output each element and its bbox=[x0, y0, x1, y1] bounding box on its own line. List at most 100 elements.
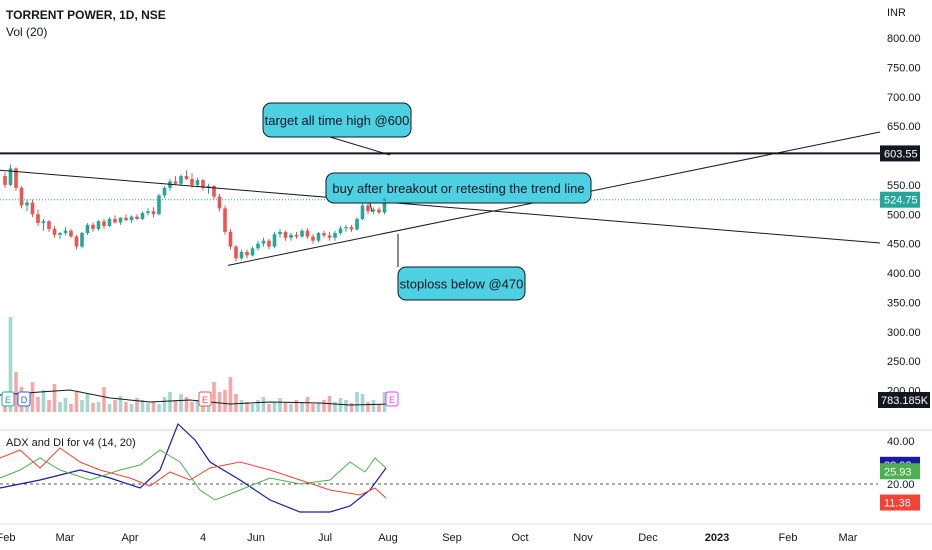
candle-body bbox=[349, 227, 354, 230]
volume-bar bbox=[333, 402, 337, 412]
volume-bar bbox=[91, 403, 95, 412]
candle-body bbox=[162, 187, 167, 196]
volume-bar bbox=[168, 392, 172, 412]
volume-bar bbox=[344, 400, 348, 412]
volume-bar bbox=[179, 394, 183, 412]
volume-bar bbox=[107, 404, 112, 412]
volume-bar bbox=[58, 402, 62, 412]
time-tick-label: 4 bbox=[200, 532, 206, 544]
candle-body bbox=[41, 221, 46, 224]
candle-body bbox=[206, 186, 211, 188]
target-callout-box bbox=[262, 102, 412, 138]
volume-bar bbox=[173, 400, 178, 412]
candle-body bbox=[14, 168, 18, 188]
candle-body bbox=[58, 233, 62, 235]
volume-bar bbox=[256, 400, 260, 412]
volume-bar bbox=[195, 400, 200, 412]
last-price-label: 524.75 bbox=[884, 195, 918, 207]
volume-bar bbox=[250, 404, 255, 412]
volume-bar bbox=[355, 392, 359, 412]
volume-bar bbox=[223, 390, 227, 412]
di-plus-value-label-bg bbox=[880, 463, 920, 480]
candle-body bbox=[173, 181, 178, 184]
price-tick-label: 450.00 bbox=[887, 239, 921, 251]
candle-body bbox=[63, 230, 68, 234]
candle-body bbox=[113, 218, 117, 223]
candle-body bbox=[52, 228, 57, 235]
volume-label-bg bbox=[878, 392, 930, 408]
volume-bar bbox=[162, 397, 167, 412]
volume-bar bbox=[30, 382, 35, 412]
volume-bar bbox=[140, 400, 145, 412]
volume-bar bbox=[151, 402, 156, 412]
volume-bar bbox=[8, 317, 13, 412]
candle-body bbox=[316, 233, 321, 241]
candle-body bbox=[256, 243, 260, 249]
time-tick-label: Apr bbox=[121, 532, 138, 544]
candle-body bbox=[245, 251, 249, 256]
event-marker-box bbox=[1, 391, 15, 407]
last-price-label-bg bbox=[880, 191, 920, 208]
volume-bar bbox=[74, 392, 79, 412]
resistance-price-label: 603.55 bbox=[884, 148, 918, 160]
time-tick-label: 2023 bbox=[705, 532, 729, 544]
time-tick-label: Oct bbox=[511, 532, 528, 544]
candle-body bbox=[217, 196, 222, 209]
volume-bar bbox=[41, 390, 46, 412]
volume-bar bbox=[294, 400, 299, 412]
price-tick-label: 250.00 bbox=[887, 356, 921, 368]
candle-body bbox=[102, 221, 106, 226]
volume-bar bbox=[14, 372, 18, 412]
volume-bar bbox=[267, 404, 271, 412]
candle-body bbox=[151, 211, 156, 215]
candle-body bbox=[311, 236, 315, 241]
price-tick-label: 500.00 bbox=[887, 209, 921, 221]
candle-body bbox=[261, 240, 266, 244]
volume-bar bbox=[36, 397, 40, 412]
candle-body bbox=[129, 216, 134, 221]
volume-bar bbox=[69, 404, 73, 412]
adx-legend: ADX and DI for v4 (14, 20) bbox=[6, 437, 136, 449]
candle-body bbox=[30, 202, 35, 215]
volume-bar bbox=[96, 402, 101, 412]
volume-bar bbox=[272, 402, 277, 412]
volume-bar bbox=[124, 402, 128, 412]
event-marker-box bbox=[198, 391, 212, 407]
candle-body bbox=[190, 179, 194, 185]
volume-bar bbox=[63, 398, 68, 412]
time-tick-label: Jul bbox=[318, 532, 332, 544]
price-tick-label: 650.00 bbox=[887, 121, 921, 133]
volume-bar bbox=[305, 397, 310, 412]
candle-body bbox=[344, 227, 348, 229]
adx-tick-label: 20.00 bbox=[887, 479, 915, 491]
adx-tick-label: 40.00 bbox=[887, 436, 915, 448]
di-minus-value-label-bg bbox=[880, 494, 920, 511]
candle-body bbox=[272, 234, 277, 247]
volume-bar bbox=[135, 398, 139, 412]
candle-body bbox=[80, 233, 84, 247]
candle-body bbox=[322, 233, 326, 236]
volume-bar bbox=[300, 402, 304, 412]
time-tick-label: Dec bbox=[638, 532, 658, 544]
volume-bar bbox=[52, 384, 57, 412]
candle-body bbox=[250, 248, 255, 256]
volume-bar bbox=[322, 400, 326, 412]
volume-bar bbox=[338, 398, 343, 412]
candle-body bbox=[283, 231, 288, 238]
candle-body bbox=[25, 202, 29, 206]
candle-body bbox=[201, 180, 205, 188]
candle-body bbox=[91, 224, 95, 229]
candle-body bbox=[371, 209, 376, 212]
candle-body bbox=[85, 224, 90, 234]
stoploss-callout-box bbox=[397, 266, 526, 301]
candle-body bbox=[118, 217, 123, 223]
candle-body bbox=[195, 180, 200, 185]
candle-body bbox=[289, 234, 293, 238]
candle-body bbox=[234, 246, 238, 259]
candle-body bbox=[36, 214, 40, 224]
candle-body bbox=[377, 209, 381, 213]
candle-body bbox=[157, 195, 161, 215]
volume-bar bbox=[157, 404, 161, 412]
event-marker-label: E bbox=[202, 395, 208, 405]
